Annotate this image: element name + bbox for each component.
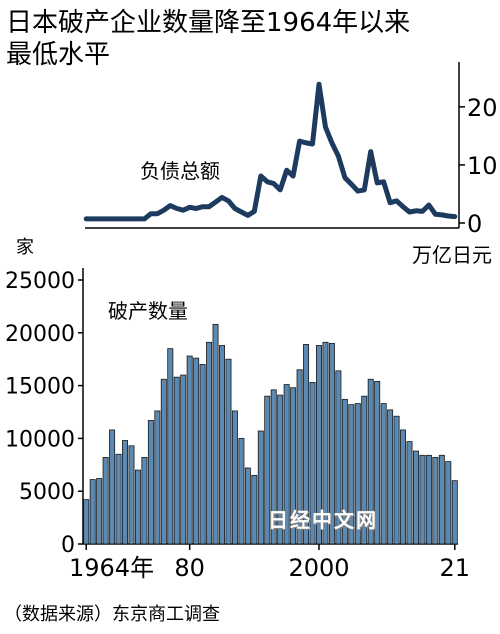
bar-1979 <box>180 374 187 545</box>
bar-y-tick-label: 0 <box>61 533 75 558</box>
bar-2013 <box>400 429 407 545</box>
bar-2002 <box>328 342 335 545</box>
bar-unit-label: 家 <box>16 237 34 258</box>
bar-2010 <box>380 403 387 545</box>
bar-2017 <box>425 454 432 545</box>
bar-2016 <box>419 454 426 545</box>
bar-1965 <box>89 479 96 545</box>
bar-1994 <box>277 394 284 545</box>
bar-2006 <box>354 403 361 545</box>
bar-x-tick-label: 80 <box>174 554 205 582</box>
bar-1996 <box>290 387 297 545</box>
bar-2019 <box>438 454 445 545</box>
chart-title-line-2: 最低水平 <box>6 40 111 70</box>
bar-2012 <box>393 415 400 545</box>
bar-2011 <box>387 409 394 545</box>
bar-1999 <box>309 382 316 545</box>
bar-2014 <box>406 441 413 545</box>
line-series-total-debt <box>83 81 458 222</box>
bar-1988 <box>238 437 245 545</box>
bar-2001 <box>322 341 329 545</box>
bar-x-tick-label: 2000 <box>288 554 349 582</box>
bar-2008 <box>367 378 374 545</box>
bar-1973 <box>141 457 148 545</box>
bar-1989 <box>244 467 251 545</box>
bar-1966 <box>96 478 103 545</box>
watermark: 日经中文网 <box>268 508 378 532</box>
bar-1971 <box>128 445 135 545</box>
bar-1990 <box>251 474 258 545</box>
bar-2003 <box>335 370 342 545</box>
bar-y-tick-label: 5000 <box>19 480 75 505</box>
bar-1995 <box>283 384 290 545</box>
bar-1992 <box>264 395 271 545</box>
bar-x-tick-label: 21 <box>439 554 470 582</box>
bar-2005 <box>348 404 355 545</box>
bar-1968 <box>109 429 116 545</box>
bar-1984 <box>212 323 219 545</box>
bar-2007 <box>361 395 368 545</box>
bar-1969 <box>115 453 122 545</box>
bar-1975 <box>154 410 161 545</box>
line-y-tick-label: 0 <box>467 210 482 238</box>
bar-1981 <box>193 357 200 545</box>
bar-1972 <box>134 469 141 545</box>
bar-y-tick-label: 15000 <box>5 375 75 400</box>
bar-1978 <box>173 376 180 545</box>
bar-1997 <box>296 369 303 545</box>
bar-1967 <box>102 457 109 545</box>
bar-1977 <box>167 348 174 545</box>
bar-2021 <box>451 480 458 545</box>
bar-1991 <box>257 430 264 545</box>
bar-1986 <box>225 358 232 545</box>
bar-1982 <box>199 364 206 545</box>
line-y-tick-label: 20 <box>467 94 498 122</box>
bar-1993 <box>270 389 277 545</box>
bar-2009 <box>374 380 381 545</box>
line-series-label: 负债总额 <box>140 159 220 183</box>
bar-x-tick-label: 1964年 <box>69 554 154 582</box>
chart-title: 日本破产企业数量降至1964年以来 <box>6 8 411 38</box>
bar-1983 <box>206 341 213 545</box>
bar-y-tick-label: 25000 <box>5 269 75 294</box>
bar-1964 <box>83 499 90 545</box>
line-unit-label: 万亿日元 <box>412 243 492 267</box>
bar-1976 <box>160 378 167 545</box>
source-note: （数据来源）东京商工调查 <box>4 604 220 625</box>
bar-2020 <box>445 461 452 545</box>
bar-2004 <box>341 398 348 545</box>
bar-1985 <box>219 345 225 545</box>
bar-y-tick-label: 20000 <box>5 322 75 347</box>
bar-1974 <box>147 420 154 545</box>
bar-1998 <box>303 344 310 545</box>
bar-series-label: 破产数量 <box>108 299 188 323</box>
bar-1987 <box>231 410 238 545</box>
line-y-tick-label: 10 <box>467 152 498 180</box>
bar-y-tick-label: 10000 <box>5 427 75 452</box>
bar-1970 <box>122 440 129 545</box>
bar-2015 <box>412 450 419 545</box>
bar-1980 <box>186 355 193 545</box>
bar-2018 <box>432 457 439 545</box>
